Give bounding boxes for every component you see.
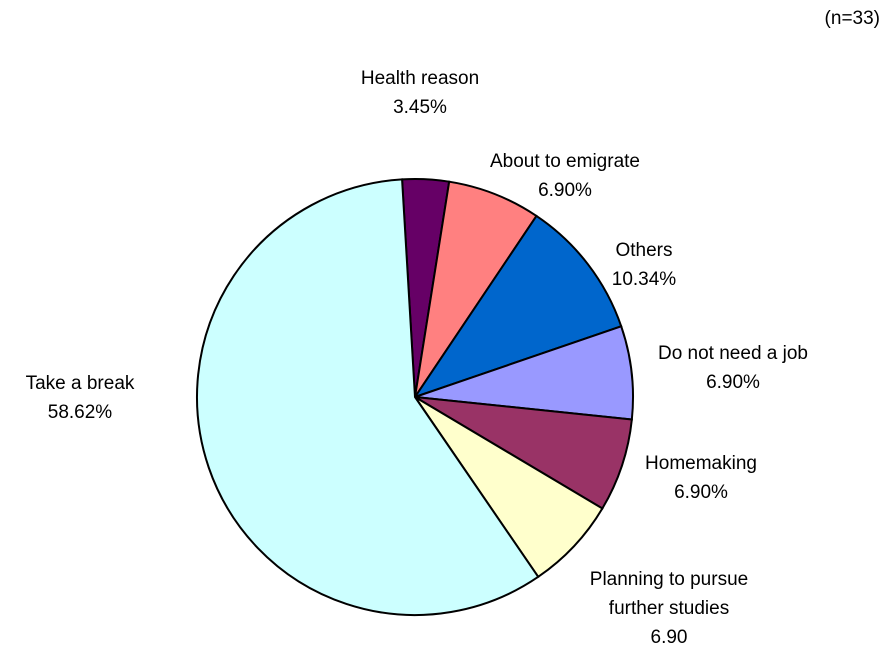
slice-label-others: Others 10.34% bbox=[612, 240, 677, 290]
slice-label-take-a-break: Take a break 58.62% bbox=[26, 373, 135, 423]
slice-label-homemaking: Homemaking 6.90% bbox=[645, 453, 757, 503]
sample-size-note: (n=33) bbox=[824, 8, 880, 29]
pie-slice-others bbox=[412, 214, 623, 399]
pie-labels: Health reason 3.45%About to emigrate 6.90%… bbox=[26, 68, 808, 648]
slice-label-health-reason: Health reason 3.45% bbox=[361, 68, 479, 118]
pie-slices bbox=[196, 178, 634, 616]
slice-label-about-to-emigrate: About to emigrate 6.90% bbox=[490, 151, 640, 201]
slice-label-planning-to-pursue-further-studies: Planning to pursue further studies 6.90 bbox=[590, 569, 748, 648]
pie-slice-take-a-break bbox=[196, 178, 540, 616]
slice-label-do-not-need-a-job: Do not need a job 6.90% bbox=[658, 343, 808, 393]
